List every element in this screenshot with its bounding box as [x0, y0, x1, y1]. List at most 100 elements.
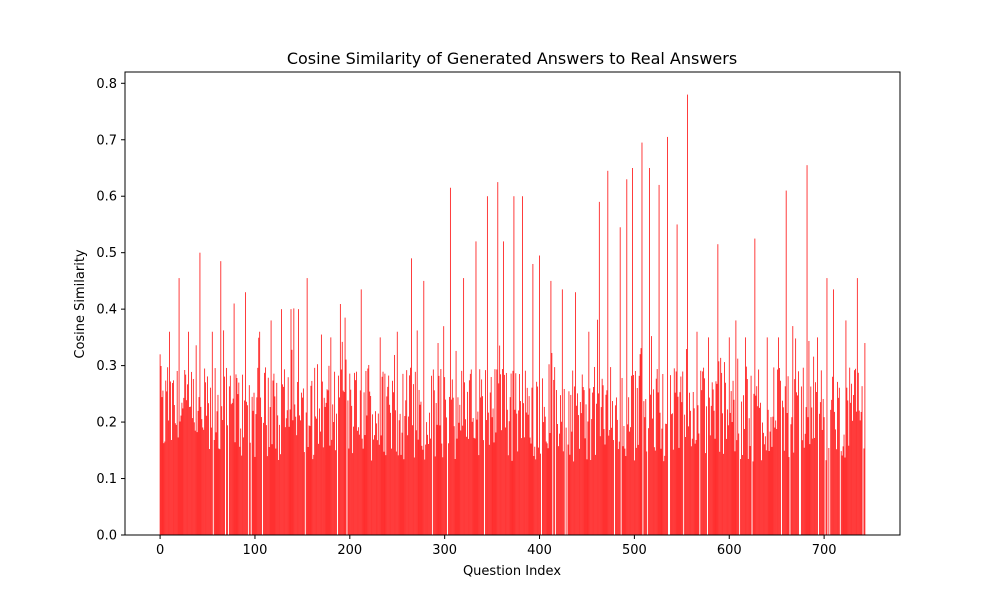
- bar: [569, 454, 571, 535]
- bar: [486, 420, 487, 535]
- bar: [630, 427, 631, 535]
- bar: [629, 431, 631, 535]
- bar: [394, 410, 396, 535]
- bar: [584, 438, 586, 535]
- y-tick-label: 0.5: [96, 246, 117, 261]
- bar: [737, 358, 739, 535]
- bar: [260, 397, 262, 535]
- bar: [335, 450, 336, 535]
- bar: [300, 420, 301, 535]
- bar: [661, 428, 663, 535]
- bar: [387, 386, 389, 535]
- bar: [287, 377, 289, 535]
- bar: [185, 374, 187, 535]
- bar: [388, 375, 390, 535]
- bar: [767, 409, 769, 535]
- bar: [527, 414, 529, 535]
- bar: [362, 448, 364, 535]
- bar: [336, 413, 337, 535]
- bar: [463, 278, 465, 535]
- bar: [507, 455, 509, 535]
- bar: [278, 459, 280, 535]
- bar: [327, 390, 329, 535]
- bar: [581, 374, 583, 535]
- bar: [224, 376, 225, 535]
- bar: [302, 388, 304, 535]
- bar: [375, 411, 376, 535]
- bar: [180, 415, 182, 535]
- bar: [671, 414, 672, 535]
- bar: [731, 421, 733, 535]
- bar: [528, 396, 530, 535]
- bar: [728, 337, 730, 535]
- bar: [832, 376, 834, 535]
- bar: [219, 449, 221, 535]
- bar: [412, 425, 413, 535]
- x-tick-label: 100: [243, 543, 268, 558]
- bar: [712, 389, 714, 535]
- bar: [320, 334, 322, 535]
- bar: [636, 387, 638, 535]
- bar: [320, 431, 321, 535]
- bar: [169, 331, 170, 535]
- bar: [533, 456, 535, 535]
- bar: [674, 392, 676, 535]
- bar: [443, 326, 445, 535]
- bar: [828, 447, 830, 535]
- bar: [633, 375, 634, 535]
- bar: [863, 448, 865, 535]
- bar: [687, 94, 688, 535]
- bar: [190, 406, 191, 535]
- bar: [331, 439, 333, 535]
- bar: [325, 402, 327, 535]
- bar: [744, 428, 745, 535]
- bar: [259, 331, 261, 535]
- bar: [376, 423, 377, 535]
- bar: [742, 455, 743, 535]
- bar: [596, 403, 597, 535]
- bar: [426, 422, 428, 535]
- bar: [429, 412, 430, 535]
- bar: [580, 413, 582, 535]
- bar: [410, 367, 411, 535]
- bar: [805, 407, 807, 535]
- bar: [847, 400, 849, 535]
- bar: [284, 427, 286, 535]
- bar: [196, 432, 198, 535]
- bar: [217, 394, 219, 535]
- bar: [502, 369, 503, 535]
- bar: [477, 411, 479, 535]
- bar: [470, 369, 472, 535]
- bar: [312, 459, 314, 535]
- bar: [490, 377, 492, 535]
- bar: [657, 392, 659, 535]
- x-tick-label: 600: [717, 543, 742, 558]
- bar: [177, 437, 179, 535]
- bar: [431, 375, 432, 535]
- bar: [561, 289, 563, 535]
- bar: [305, 412, 307, 535]
- bar: [441, 443, 443, 535]
- bar: [613, 440, 614, 535]
- bar: [191, 371, 192, 535]
- bar: [207, 376, 208, 535]
- bar: [321, 381, 323, 535]
- bar: [595, 454, 596, 535]
- bar: [679, 392, 681, 535]
- bar: [474, 438, 476, 535]
- bar: [677, 396, 679, 535]
- bar: [289, 409, 291, 535]
- bar: [408, 416, 410, 535]
- bar: [390, 412, 391, 535]
- bar: [708, 337, 709, 535]
- bar: [253, 392, 255, 535]
- bar: [689, 410, 691, 535]
- y-tick-label: 0.7: [96, 133, 117, 148]
- bar: [635, 447, 637, 535]
- bar: [531, 387, 533, 535]
- bar: [720, 357, 722, 535]
- bar: [385, 455, 387, 535]
- bar: [237, 394, 239, 535]
- bar: [326, 389, 328, 535]
- bar: [198, 397, 200, 535]
